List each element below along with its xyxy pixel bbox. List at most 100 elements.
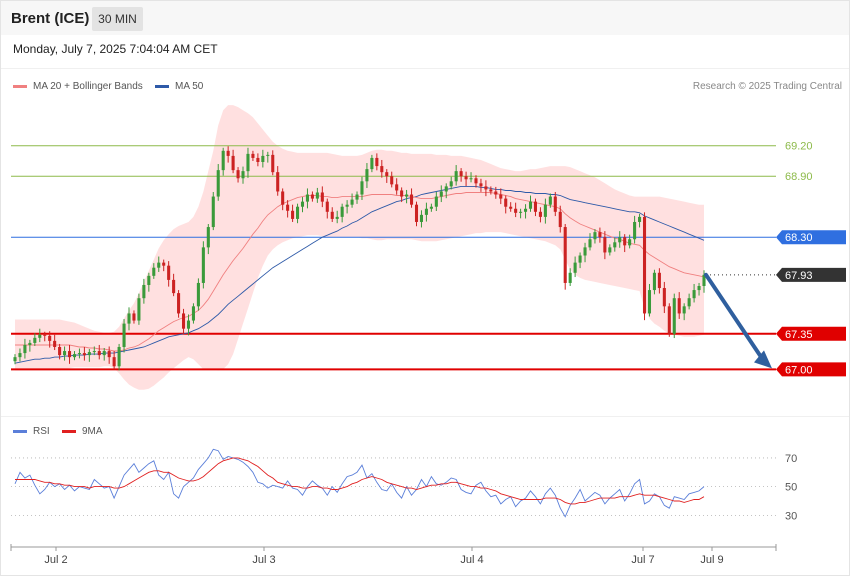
forecast-arrow-shaft bbox=[704, 272, 764, 361]
candle-down bbox=[677, 298, 681, 314]
candle-up bbox=[350, 199, 354, 205]
candle-up bbox=[702, 274, 706, 286]
candle-down bbox=[58, 346, 62, 356]
candle-up bbox=[405, 194, 409, 197]
candle-up bbox=[355, 194, 359, 200]
candle-up bbox=[454, 171, 458, 182]
level-tag-67.00 bbox=[776, 362, 846, 377]
rsi-ma-line bbox=[15, 457, 705, 505]
candle-down bbox=[662, 288, 666, 307]
candle-up bbox=[18, 353, 22, 358]
candle-up bbox=[360, 181, 364, 195]
forecast-arrow-head bbox=[754, 350, 772, 369]
candle-down bbox=[162, 262, 166, 266]
candle-up bbox=[77, 353, 81, 355]
candle-down bbox=[48, 335, 52, 341]
candle-down bbox=[494, 191, 498, 195]
candle-down bbox=[474, 178, 478, 184]
candle-down bbox=[281, 191, 285, 205]
level-label-67.35: 67.35 bbox=[785, 329, 813, 341]
candle-up bbox=[13, 357, 17, 362]
candles bbox=[13, 146, 706, 371]
candle-up bbox=[186, 320, 191, 329]
candle-up bbox=[449, 181, 453, 187]
candle-up bbox=[573, 262, 577, 273]
candle-up bbox=[628, 239, 632, 246]
candle-up bbox=[211, 196, 215, 228]
candle-down bbox=[414, 204, 419, 222]
candle-down bbox=[390, 176, 394, 185]
legend-rsi-ma: 9MA bbox=[62, 426, 103, 437]
candle-down bbox=[271, 154, 275, 173]
candle-up bbox=[216, 170, 220, 197]
candle-up bbox=[305, 194, 309, 202]
candle-down bbox=[276, 172, 280, 192]
candle-down bbox=[514, 208, 518, 213]
candle-up bbox=[33, 337, 37, 343]
legend-ma20-label: MA 20 + Bollinger Bands bbox=[33, 81, 143, 92]
candle-up bbox=[524, 208, 528, 212]
timeframe-button[interactable]: 30 MIN bbox=[92, 7, 143, 31]
instrument-title: Brent (ICE) bbox=[11, 10, 90, 27]
level-label-68.30: 68.30 bbox=[785, 232, 813, 244]
candle-down bbox=[558, 211, 562, 228]
candle-up bbox=[519, 211, 523, 213]
candle-down bbox=[623, 237, 627, 246]
legend-rsi: RSI bbox=[13, 426, 50, 437]
legend-rsi-label: RSI bbox=[33, 426, 50, 437]
candle-down bbox=[286, 204, 290, 211]
candle-down bbox=[181, 313, 186, 329]
candle-up bbox=[28, 342, 32, 345]
candle-up bbox=[647, 290, 652, 314]
rsi-tick-30: 30 bbox=[785, 510, 797, 522]
candle-down bbox=[330, 211, 334, 219]
candle-up bbox=[613, 242, 617, 248]
header-separator bbox=[1, 68, 849, 69]
date-time-label: Monday, July 7, 2025 7:04:04 AM CET bbox=[13, 42, 218, 56]
candle-up bbox=[697, 286, 701, 291]
candle-up bbox=[618, 237, 622, 243]
candle-up bbox=[692, 290, 696, 299]
level-label-67.00: 67.00 bbox=[785, 364, 813, 376]
candle-up bbox=[439, 191, 443, 197]
candle-down bbox=[291, 210, 295, 219]
candle-up bbox=[300, 201, 305, 207]
candle-down bbox=[231, 155, 235, 171]
candle-down bbox=[484, 186, 488, 190]
candle-up bbox=[152, 267, 156, 276]
level-tag-67.93 bbox=[776, 267, 846, 282]
candle-down bbox=[236, 170, 240, 179]
candle-down bbox=[509, 206, 513, 209]
candle-down bbox=[464, 176, 468, 180]
candle-down bbox=[97, 351, 101, 356]
candle-down bbox=[410, 194, 414, 205]
candle-up bbox=[23, 344, 27, 354]
candle-up bbox=[38, 334, 42, 338]
candle-up bbox=[127, 313, 131, 324]
candle-down bbox=[385, 172, 389, 177]
candle-up bbox=[633, 221, 637, 240]
candle-up bbox=[87, 352, 91, 356]
level-label-68.90: 68.90 bbox=[785, 171, 813, 183]
candle-up bbox=[266, 154, 270, 156]
candle-up bbox=[241, 171, 245, 179]
x-tick-label: Jul 4 bbox=[460, 554, 483, 566]
level-label-69.20: 69.20 bbox=[785, 141, 813, 153]
candle-up bbox=[201, 247, 205, 283]
ma20-line bbox=[15, 192, 705, 352]
candle-up bbox=[370, 157, 374, 170]
candle-up bbox=[578, 255, 582, 263]
rsi-tick-50: 50 bbox=[785, 482, 797, 494]
panel-divider bbox=[1, 416, 849, 417]
candle-up bbox=[122, 323, 126, 347]
legend-ma50: MA 50 bbox=[155, 81, 203, 92]
candle-down bbox=[395, 184, 399, 191]
legend-ma50-label: MA 50 bbox=[175, 81, 204, 92]
candle-up bbox=[157, 262, 161, 268]
candle-down bbox=[251, 153, 255, 158]
candle-up bbox=[221, 150, 225, 171]
candle-down bbox=[256, 157, 260, 162]
legend-rsi-ma-label: 9MA bbox=[82, 426, 103, 437]
candle-down bbox=[375, 157, 379, 167]
